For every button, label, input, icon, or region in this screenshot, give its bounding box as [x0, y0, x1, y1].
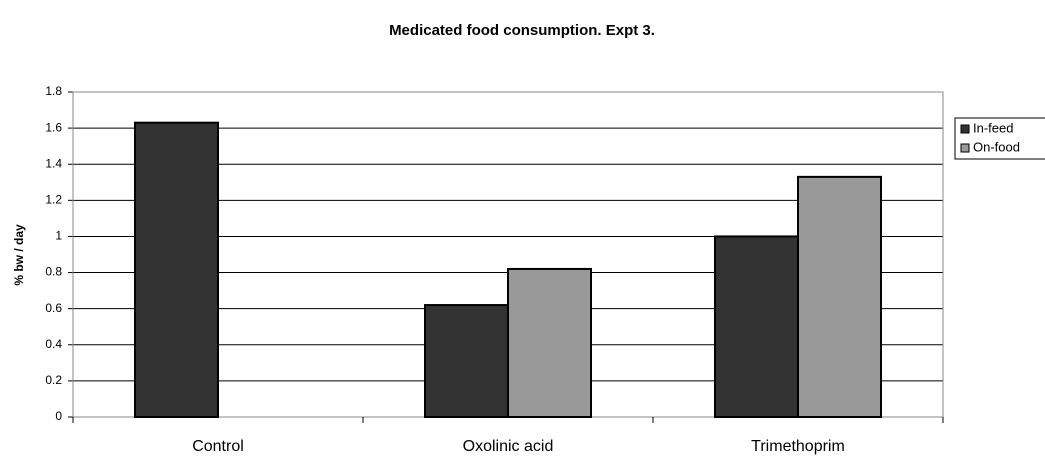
bar [134, 121, 219, 418]
legend-swatch [960, 124, 970, 134]
bar [797, 175, 882, 418]
bar [507, 267, 592, 419]
y-tick-label: 1.6 [45, 120, 62, 134]
y-axis-label: % bw / day [12, 224, 26, 286]
legend-box [954, 117, 1045, 160]
y-tick-label: 1.4 [45, 156, 62, 170]
y-tick-label: 0.8 [45, 265, 62, 279]
bar [714, 235, 799, 418]
chart-title: Medicated food consumption. Expt 3. [389, 22, 655, 39]
y-tick-label: 1.2 [45, 193, 62, 207]
legend-label: In-feed [973, 120, 1013, 135]
x-tick-label: Oxolinic acid [463, 438, 554, 455]
bar [424, 304, 509, 418]
y-tick-label: 0.4 [45, 337, 62, 351]
y-tick-label: 0 [55, 409, 62, 423]
y-tick-label: 0.6 [45, 301, 62, 315]
x-tick-label: Control [192, 438, 244, 455]
legend-swatch [960, 143, 970, 153]
x-tick-label: Trimethoprim [751, 438, 845, 455]
legend-label: On-food [973, 139, 1020, 154]
y-tick-label: 0.2 [45, 373, 62, 387]
y-tick-label: 1.8 [45, 84, 62, 98]
y-tick-label: 1 [55, 229, 62, 243]
